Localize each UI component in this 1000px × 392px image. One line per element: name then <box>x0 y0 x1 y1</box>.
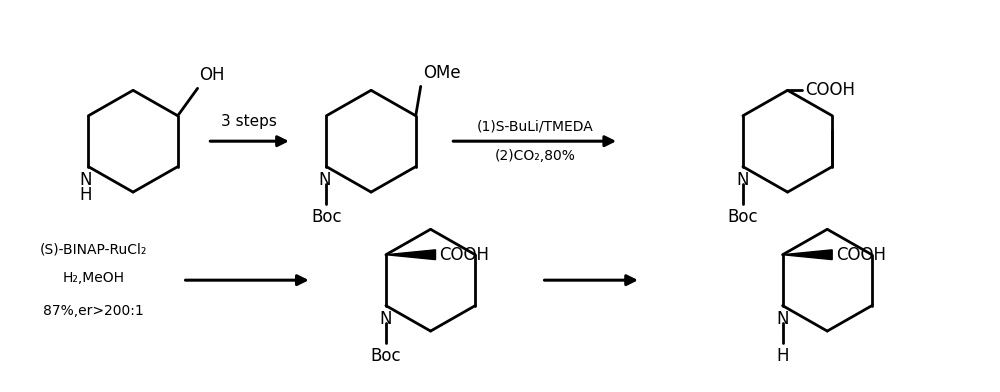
Text: (1)S-BuLi/TMEDA: (1)S-BuLi/TMEDA <box>476 119 593 133</box>
Text: H: H <box>776 347 789 365</box>
Text: OH: OH <box>200 66 225 84</box>
Text: H₂,MeOH: H₂,MeOH <box>62 271 124 285</box>
Text: COOH: COOH <box>439 246 489 264</box>
Text: (2)CO₂,80%: (2)CO₂,80% <box>494 149 575 163</box>
Text: H: H <box>79 186 92 204</box>
Text: N: N <box>380 310 392 328</box>
Text: N: N <box>318 171 331 189</box>
Text: COOH: COOH <box>805 81 855 99</box>
Text: Boc: Boc <box>371 347 401 365</box>
Text: (S)-BINAP-RuCl₂: (S)-BINAP-RuCl₂ <box>40 243 147 257</box>
Text: OMe: OMe <box>423 64 460 82</box>
Text: COOH: COOH <box>836 246 886 264</box>
Text: N: N <box>776 310 789 328</box>
Text: N: N <box>79 171 92 189</box>
Text: N: N <box>737 171 749 189</box>
Polygon shape <box>386 250 436 260</box>
Text: Boc: Boc <box>311 208 342 226</box>
Polygon shape <box>783 250 832 260</box>
Text: Boc: Boc <box>728 208 758 226</box>
Text: 3 steps: 3 steps <box>221 114 277 129</box>
Text: 87%,er>200:1: 87%,er>200:1 <box>43 304 144 318</box>
